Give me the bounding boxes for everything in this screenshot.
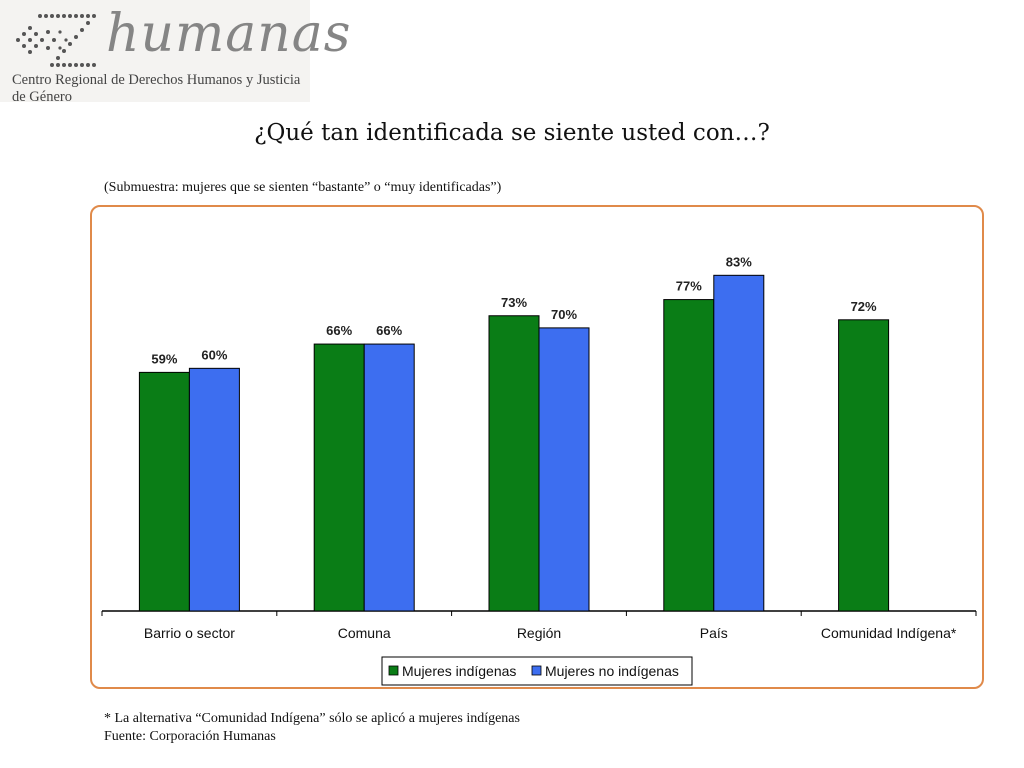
humanas-logo-icon (16, 14, 96, 67)
bar-no-indigenas (363, 343, 415, 612)
data-label: 70% (551, 307, 577, 322)
footnote-note: * La alternativa “Comunidad Indígena” só… (104, 711, 520, 726)
data-label: 59% (151, 351, 177, 366)
data-label: 77% (676, 279, 702, 294)
data-label: 66% (326, 323, 352, 338)
bar-no-indigenas (713, 274, 765, 612)
logo-wordmark: humanas (106, 4, 352, 64)
legend-swatch (388, 665, 399, 676)
bar-indigenas (138, 371, 190, 612)
data-label: 73% (501, 295, 527, 310)
data-label: 66% (376, 323, 402, 338)
x-tick-label: País (700, 625, 728, 641)
legend-swatch (531, 665, 542, 676)
data-label: 60% (201, 347, 227, 362)
bar-indigenas (488, 315, 540, 612)
x-tick-label: Comunidad Indígena* (821, 625, 957, 641)
chart-frame: 59% 60% Barrio o sector 66% 66% Comuna 73% 70% R… (90, 205, 984, 689)
x-tick-label: Comuna (338, 625, 391, 641)
data-label: 83% (726, 254, 752, 269)
legend-label: Mujeres no indígenas (545, 663, 679, 679)
logo-subtitle: Centro Regional de Derechos Humanos y Ju… (12, 72, 301, 105)
x-tick-label: Barrio o sector (144, 625, 235, 641)
footnote-source: Fuente: Corporación Humanas (104, 729, 276, 744)
legend-label: Mujeres indígenas (402, 663, 516, 679)
x-tick-label: Región (517, 625, 561, 641)
page-subtitle: (Submuestra: mujeres que se sienten “bas… (104, 180, 502, 195)
bar-no-indigenas (538, 327, 590, 612)
bar-indigenas (313, 343, 365, 612)
data-label: 72% (851, 299, 877, 314)
bar-indigenas (838, 319, 890, 612)
logo: humanas Centro Regional de Derechos Huma… (0, 0, 350, 105)
bar-indigenas (663, 299, 715, 612)
footnote: * La alternativa “Comunidad Indígena” só… (104, 710, 520, 746)
page-title: ¿Qué tan identificada se siente usted co… (254, 120, 770, 146)
bar-chart: 59% 60% Barrio o sector 66% 66% Comuna 73% 70% R… (101, 254, 977, 686)
bar-no-indigenas (188, 367, 240, 612)
